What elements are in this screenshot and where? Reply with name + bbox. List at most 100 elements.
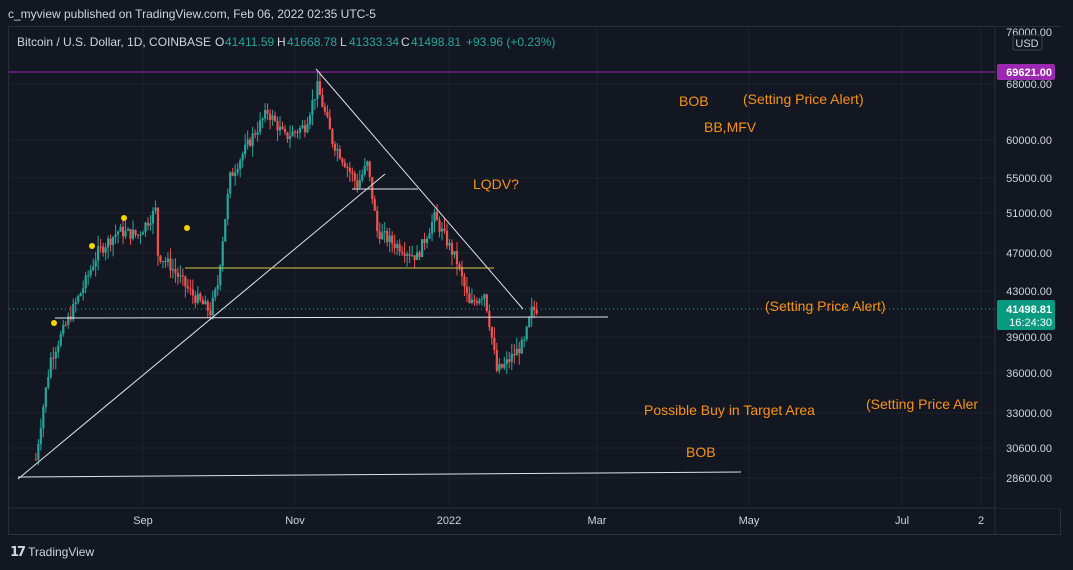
- annotation-bb-mfv[interactable]: BB,MFV: [704, 119, 757, 135]
- candle-body: [455, 251, 459, 265]
- candle-body: [286, 132, 289, 139]
- candle-body: [114, 234, 117, 238]
- candle-body: [179, 275, 182, 277]
- tradingview-brand: TradingView: [28, 545, 95, 559]
- annotation-possible-buy[interactable]: Possible Buy in Target Area: [644, 402, 815, 418]
- candle-body: [49, 357, 52, 378]
- candle-body: [119, 226, 122, 232]
- candle-body: [443, 228, 446, 231]
- candle-body: [435, 212, 439, 221]
- candle-body: [196, 293, 199, 303]
- neckline-support[interactable]: [54, 316, 609, 319]
- candle-body: [371, 176, 374, 200]
- candle-body: [263, 109, 267, 119]
- candle-body: [44, 387, 47, 408]
- candle-body: [166, 258, 170, 262]
- candle-body: [356, 180, 359, 188]
- candle-body: [191, 289, 194, 296]
- signal-dot: [89, 243, 95, 249]
- candle-body: [493, 337, 496, 350]
- price-tick: 39000.00: [1006, 332, 1052, 344]
- candle-body: [239, 160, 242, 169]
- candle-body: [413, 255, 416, 260]
- candle-body: [276, 121, 279, 131]
- candle-body: [59, 334, 62, 346]
- candle-body: [104, 247, 107, 253]
- candle-body: [425, 238, 429, 243]
- candle-body: [366, 161, 369, 166]
- annotation-lqdv[interactable]: LQDV?: [473, 176, 519, 192]
- uptrend-line[interactable]: [17, 173, 386, 480]
- candle-body: [331, 129, 334, 145]
- candle-body: [139, 234, 142, 236]
- candle-body: [333, 144, 336, 151]
- candle-body: [57, 345, 60, 352]
- candle-body: [468, 293, 471, 304]
- candle-body: [156, 207, 160, 256]
- candle-body: [458, 264, 461, 268]
- candle-body: [418, 252, 421, 258]
- candle-body: [34, 459, 37, 461]
- price-label-69621: [997, 64, 1055, 80]
- candle-body: [428, 233, 431, 239]
- candle-body: [144, 222, 147, 233]
- candle-body: [47, 377, 50, 388]
- candle-body: [358, 179, 361, 188]
- annotation-bob-bottom[interactable]: BOB: [686, 444, 716, 460]
- last-price-label: [997, 300, 1055, 330]
- time-tick: Mar: [588, 515, 607, 527]
- candle-body: [430, 222, 434, 234]
- time-axis[interactable]: Sep Nov 2022 Mar May Jul 2: [133, 515, 984, 527]
- candle-body: [169, 258, 172, 271]
- candle-body: [433, 212, 436, 223]
- candle-body: [318, 81, 322, 96]
- candle-body: [281, 126, 284, 129]
- candle-body: [79, 293, 82, 296]
- candle-body: [87, 275, 90, 277]
- candle-body: [453, 251, 456, 255]
- candle-body: [460, 267, 464, 277]
- candle-body: [520, 339, 523, 354]
- candle-body: [480, 298, 483, 300]
- annotation-bob-top[interactable]: BOB: [679, 93, 709, 109]
- candle-body: [313, 98, 317, 101]
- candle-body: [368, 161, 371, 177]
- candle-body: [518, 348, 521, 354]
- annotation-alert-top[interactable]: (Setting Price Alert): [743, 91, 864, 107]
- tradingview-footer[interactable]: 17 TradingView: [10, 540, 94, 564]
- annotation-alert-low[interactable]: (Setting Price Aler: [866, 396, 978, 412]
- candle-body: [74, 301, 77, 304]
- candle-body: [338, 148, 341, 159]
- annotation-alert-mid[interactable]: (Setting Price Alert): [765, 298, 886, 314]
- price-tick: 55000.00: [1006, 173, 1052, 185]
- currency-badge[interactable]: [1012, 34, 1043, 51]
- price-tick: 51000.00: [1006, 208, 1052, 220]
- candle-body: [316, 81, 319, 99]
- candle-body: [37, 444, 40, 460]
- price-tick: 43000.00: [1006, 286, 1052, 298]
- candle-body: [102, 246, 105, 253]
- time-tick: Jul: [895, 515, 909, 527]
- price-axis[interactable]: 76000.00 68000.00 60000.00 55000.00 5100…: [1006, 27, 1052, 485]
- downtrend-line[interactable]: [315, 68, 524, 310]
- time-tick: 2022: [437, 515, 461, 527]
- candle-body: [361, 174, 364, 180]
- bottom-support-line[interactable]: [17, 471, 742, 478]
- candle-body: [64, 324, 67, 326]
- time-tick: 2: [978, 515, 984, 527]
- candle-body: [171, 269, 175, 271]
- candle-body: [231, 172, 234, 176]
- candle-body: [415, 252, 419, 260]
- price-tick: 47000.00: [1006, 248, 1052, 260]
- price-label-69621-text: 69621.00: [1006, 67, 1052, 79]
- candle-body: [154, 207, 157, 211]
- candle-body: [398, 244, 401, 252]
- candle-body: [321, 95, 324, 107]
- candle-body: [184, 276, 187, 287]
- candle-body: [278, 126, 282, 131]
- candle-body: [348, 167, 351, 172]
- candle-body: [401, 251, 404, 254]
- candle-body: [406, 254, 409, 256]
- candle-body: [151, 210, 155, 224]
